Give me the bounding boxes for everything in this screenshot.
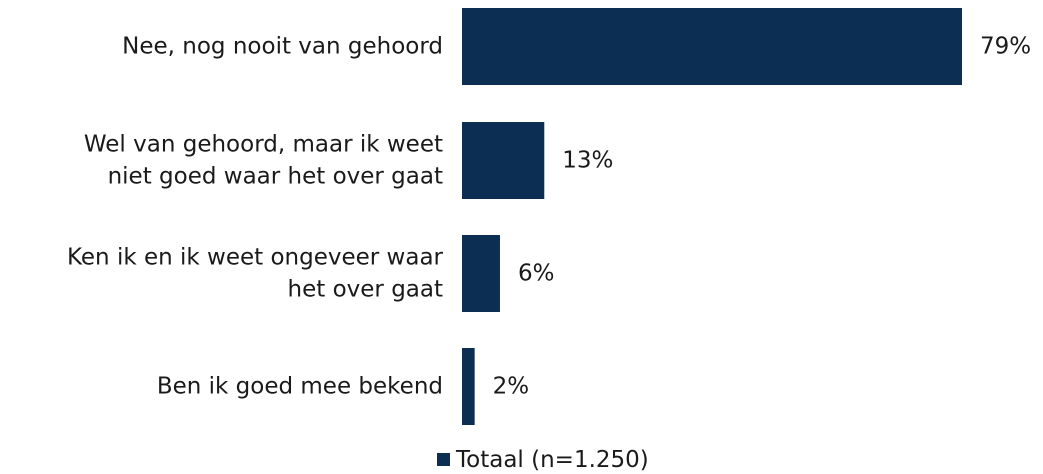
category-label-line: het over gaat <box>288 277 443 303</box>
data-label: 79% <box>980 34 1031 60</box>
category-label-line: Ken ik en ik weet ongeveer waar <box>67 245 444 271</box>
category-label-line: niet goed waar het over gaat <box>108 164 443 190</box>
data-label: 2% <box>493 374 529 400</box>
bar-2 <box>462 122 545 199</box>
data-label: 13% <box>562 148 613 174</box>
category-label-line: Nee, nog nooit van gehoord <box>122 34 443 60</box>
category-label: Ben ik goed mee bekend <box>157 374 443 400</box>
legend-swatch <box>437 453 450 466</box>
category-label: Ken ik en ik weet ongeveer waar het over … <box>67 245 444 303</box>
category-label: Wel van gehoord, maar ik weet niet goed w… <box>84 132 443 190</box>
bar-4 <box>462 348 475 425</box>
bar-3 <box>462 235 500 312</box>
category-label-line: Ben ik goed mee bekend <box>157 374 443 400</box>
bar-1 <box>462 8 962 85</box>
legend-label: Totaal (n=1.250) <box>455 447 649 473</box>
data-label: 6% <box>518 261 555 287</box>
legend: Totaal (n=1.250) <box>437 447 649 473</box>
category-label-line: Wel van gehoord, maar ik weet <box>84 132 443 158</box>
category-label: Nee, nog nooit van gehoord <box>122 34 443 60</box>
